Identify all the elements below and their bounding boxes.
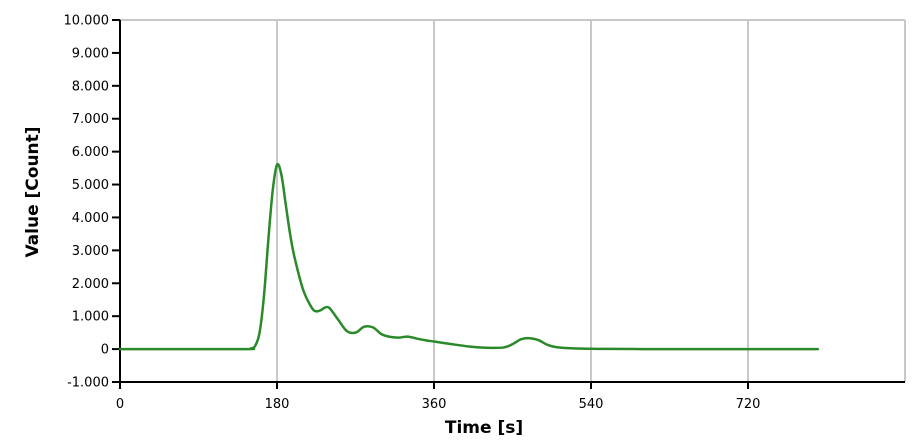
y-tick-label: 5.000 — [72, 178, 109, 193]
series-line-0 — [118, 162, 820, 351]
x-tick-label: 720 — [736, 397, 761, 412]
y-tick-label: 2.000 — [72, 277, 109, 292]
y-tick-label: 1.000 — [72, 310, 109, 325]
y-tick-label: 8.000 — [72, 79, 109, 94]
y-axis-title: Value [Count] — [23, 126, 43, 257]
y-tick-label: 10.000 — [64, 14, 110, 29]
series-layer — [118, 162, 820, 351]
x-tick-label: 360 — [422, 397, 447, 412]
y-tick-label: 7.000 — [72, 112, 109, 127]
y-tick-label: 4.000 — [72, 211, 109, 226]
grid-lines — [120, 19, 906, 382]
x-tick-label: 540 — [579, 397, 604, 412]
x-tick-label: 0 — [116, 397, 124, 412]
ticks: -1.000 0 1.000 2.000 3.000 4.000 5.000 6.000 7.0… — [64, 14, 761, 413]
y-tick-label: 3.000 — [72, 244, 109, 259]
x-axis-title: Time [s] — [445, 418, 523, 438]
y-tick-label: -1.000 — [67, 376, 109, 391]
y-tick-label: 9.000 — [72, 46, 109, 61]
y-tick-label: 0 — [101, 343, 109, 358]
axes — [119, 20, 905, 383]
y-tick-label: 6.000 — [72, 145, 109, 160]
x-tick-label: 180 — [265, 397, 290, 412]
